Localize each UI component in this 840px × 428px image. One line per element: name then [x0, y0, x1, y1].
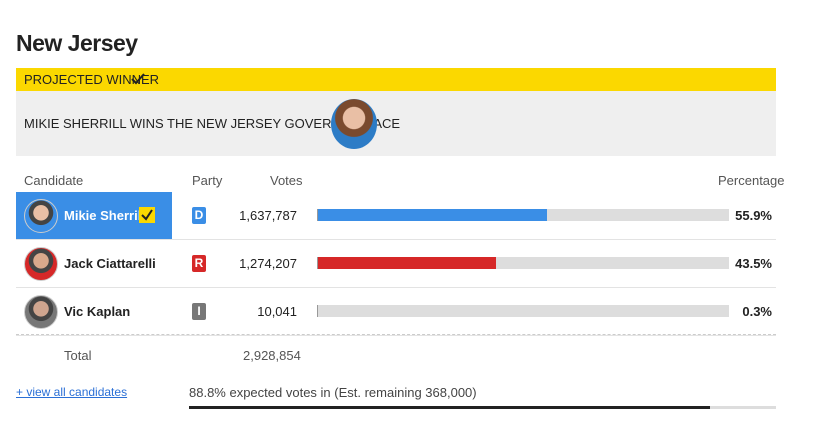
percentage: 55.9%: [735, 208, 772, 223]
bar: [317, 305, 319, 317]
total-votes: 2,928,854: [243, 348, 301, 363]
candidate-name: Mikie Sherrill: [64, 208, 145, 223]
winner-band: [16, 68, 776, 91]
party-badge: I: [192, 303, 206, 320]
winner-photo: [331, 99, 377, 149]
winner-label: PROJECTED WINNER: [24, 72, 160, 87]
votes: 1,274,207: [239, 256, 297, 271]
column-header: Party: [192, 173, 223, 188]
bar-track: [317, 305, 729, 317]
row-divider: [16, 335, 776, 336]
candidate-name: Jack Ciattarelli: [64, 256, 156, 271]
progress-bar: [189, 406, 711, 409]
title: New Jersey: [16, 30, 138, 56]
expected-text: 88.8% expected votes in (Est. remaining …: [189, 385, 477, 400]
candidate-photo: [24, 295, 58, 329]
party-badge: R: [192, 255, 206, 272]
column-header: Percentage: [718, 173, 785, 188]
row-divider: [16, 287, 776, 288]
percentage: 43.5%: [735, 256, 772, 271]
check-icon: [131, 73, 145, 85]
total-label: Total: [64, 348, 92, 363]
votes: 10,041: [257, 304, 297, 319]
candidate-name: Vic Kaplan: [64, 304, 131, 319]
divider: [16, 334, 776, 335]
row-divider: [16, 239, 776, 240]
column-header: Candidate: [24, 173, 84, 188]
column-header: Votes: [270, 173, 303, 188]
candidate-photo: [24, 199, 58, 233]
bar: [317, 209, 548, 221]
headline: MIKIE SHERRILL WINS THE NEW JERSEY GOVER…: [24, 116, 401, 131]
candidate-photo: [24, 247, 58, 281]
percentage: 0.3%: [742, 304, 772, 319]
votes: 1,637,787: [239, 208, 297, 223]
bar: [317, 257, 497, 269]
headline-band: [16, 91, 776, 156]
view-all-link[interactable]: + view all candidates: [16, 385, 128, 399]
party-badge: D: [192, 207, 206, 224]
winner-check: [139, 207, 155, 223]
